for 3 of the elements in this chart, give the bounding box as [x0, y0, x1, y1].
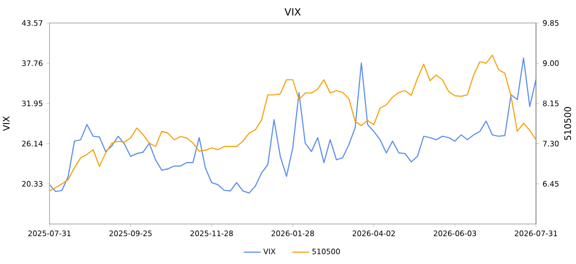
- y2-axis-title: 510500: [564, 106, 572, 140]
- y-axis-title: VIX: [2, 116, 10, 131]
- chart-title: VIX: [284, 8, 301, 16]
